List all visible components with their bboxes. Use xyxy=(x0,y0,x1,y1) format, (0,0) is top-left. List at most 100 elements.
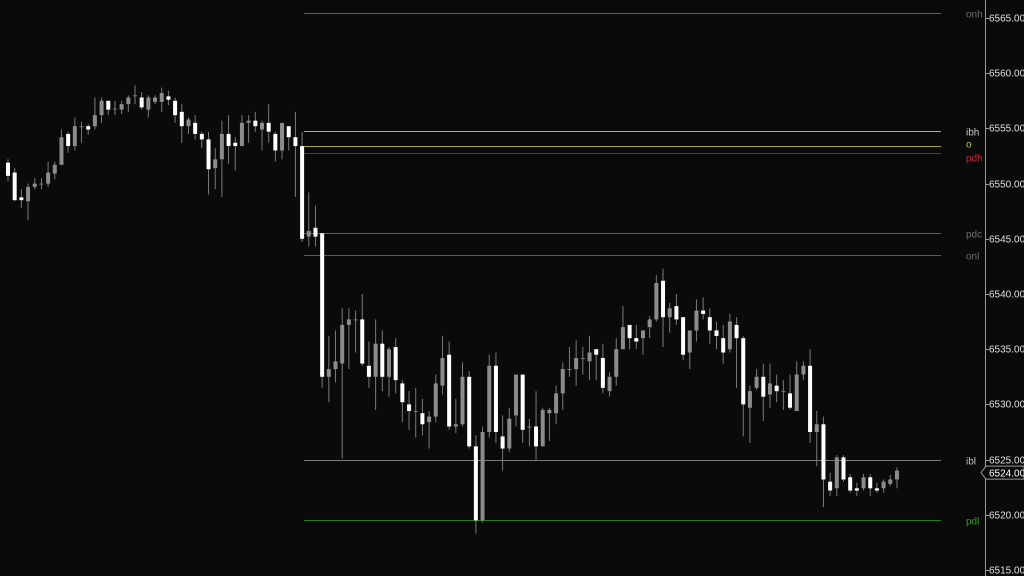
candles xyxy=(6,85,899,534)
candle-body-down xyxy=(86,126,91,130)
candle-body-down xyxy=(734,324,739,339)
axis-tick-label: 6545.00 xyxy=(989,235,1024,246)
candle xyxy=(360,294,365,366)
candle xyxy=(540,407,545,447)
candle-body-up xyxy=(373,343,378,377)
candle xyxy=(86,123,91,136)
candle-body-up xyxy=(487,365,492,432)
candle-body-down xyxy=(112,108,117,110)
candle-body-down xyxy=(681,317,686,355)
candle xyxy=(26,183,31,221)
candle-body-down xyxy=(320,233,325,377)
candle xyxy=(681,317,686,361)
candle-body-up xyxy=(834,457,839,489)
candle-body-down xyxy=(266,122,271,132)
candle xyxy=(534,391,539,460)
candle-body-up xyxy=(814,424,819,432)
candle-body-up xyxy=(554,393,559,414)
candle xyxy=(473,435,478,534)
candle-body-down xyxy=(366,365,371,377)
candle xyxy=(447,341,452,430)
candle-body-up xyxy=(32,183,37,187)
candle-body-down xyxy=(300,146,305,239)
candle-body-up xyxy=(460,376,465,425)
candle xyxy=(881,479,886,493)
candle xyxy=(286,126,291,151)
candle xyxy=(667,302,672,333)
candle-body-down xyxy=(106,100,111,110)
candle xyxy=(233,137,238,171)
candle xyxy=(814,411,819,467)
candle-body-up xyxy=(727,321,732,350)
candle xyxy=(79,121,84,143)
candle xyxy=(687,330,692,370)
candle-body-down xyxy=(6,162,10,176)
candle xyxy=(480,426,485,523)
candle xyxy=(393,338,398,394)
candle xyxy=(333,330,338,383)
candle-body-up xyxy=(52,164,57,174)
candle-body-up xyxy=(453,424,458,427)
price-axis[interactable]: 6515.00 6520.00 6525.00 6530.00 6535.00 6540.… xyxy=(985,0,1024,576)
candle xyxy=(326,335,331,403)
candle xyxy=(741,335,746,437)
candle xyxy=(714,321,719,350)
candle xyxy=(647,316,652,339)
candle-body-up xyxy=(239,122,244,147)
candle-body-up xyxy=(99,100,104,116)
candle-body-up xyxy=(92,115,97,127)
candle-body-down xyxy=(199,133,204,140)
candle xyxy=(767,363,772,408)
candle-body-up xyxy=(219,133,224,160)
candle-body-down xyxy=(66,133,71,147)
candle xyxy=(527,418,532,447)
candle-body-up xyxy=(620,327,625,350)
axis-tick-label: 6525.00 xyxy=(989,456,1024,467)
candle-body-down xyxy=(493,365,498,432)
candle-body-down xyxy=(868,477,873,489)
candle-body-down xyxy=(741,338,746,405)
candle xyxy=(754,369,759,391)
candle-body-down xyxy=(139,97,144,108)
candle-body-down xyxy=(413,411,418,413)
candle xyxy=(894,467,899,489)
candle xyxy=(467,371,472,449)
candle xyxy=(594,349,599,381)
candle-body-up xyxy=(346,319,351,325)
candle-body-down xyxy=(420,413,425,425)
candle xyxy=(119,100,124,115)
candle xyxy=(874,482,879,493)
axis-tick-label: 6515.00 xyxy=(989,566,1024,576)
candle-body-up xyxy=(433,383,438,417)
candle xyxy=(808,349,813,444)
candle-body-up xyxy=(340,324,345,364)
candle-body-down xyxy=(841,457,846,480)
candle xyxy=(841,455,846,482)
candle-body-down xyxy=(293,137,298,147)
candle-body-up xyxy=(687,330,692,353)
candle xyxy=(654,275,659,322)
candle-body-up xyxy=(427,416,432,423)
candle xyxy=(313,205,318,247)
last-price-tag-shape xyxy=(980,465,1024,480)
candle-body-down xyxy=(353,319,358,321)
candle xyxy=(6,159,10,182)
candle-body-down xyxy=(253,120,258,127)
last-price-tag: 6524.00 xyxy=(980,465,1024,480)
axis-tick-label: 6530.00 xyxy=(989,400,1024,411)
candle xyxy=(380,330,385,392)
candle xyxy=(420,398,425,436)
candle xyxy=(674,294,679,325)
candle-body-up xyxy=(26,186,31,202)
candle-body-down xyxy=(774,385,779,392)
candle xyxy=(707,308,712,344)
level-label-pdc: pdc xyxy=(966,230,982,241)
candle-body-down xyxy=(226,133,231,147)
candle-body-up xyxy=(540,409,545,447)
axis-tick-label: 6565.00 xyxy=(989,14,1024,25)
candle-body-down xyxy=(79,126,84,128)
candle xyxy=(153,95,158,105)
candle xyxy=(861,473,866,491)
candle-body-up xyxy=(480,432,485,521)
